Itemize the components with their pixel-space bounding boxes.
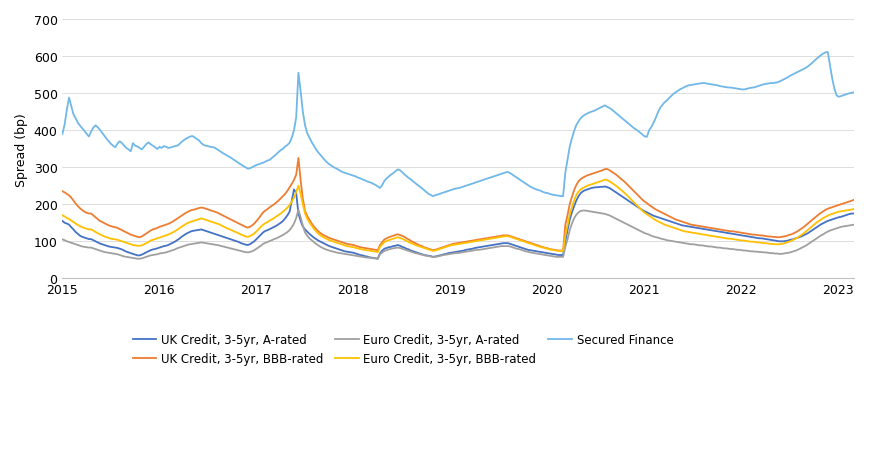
UK Credit, 3-5yr, A-rated xyxy=(373,257,383,262)
Euro Credit, 3-5yr, A-rated xyxy=(57,237,68,243)
Euro Credit, 3-5yr, BBB-rated xyxy=(809,222,820,228)
Euro Credit, 3-5yr, BBB-rated xyxy=(373,250,383,255)
Legend: UK Credit, 3-5yr, A-rated, UK Credit, 3-5yr, BBB-rated, Euro Credit, 3-5yr, A-ra: UK Credit, 3-5yr, A-rated, UK Credit, 3-… xyxy=(128,329,678,370)
Secured Finance xyxy=(320,158,330,163)
UK Credit, 3-5yr, A-rated xyxy=(600,184,611,190)
Euro Credit, 3-5yr, BBB-rated xyxy=(57,213,68,218)
Euro Credit, 3-5yr, A-rated xyxy=(337,251,348,257)
Euro Credit, 3-5yr, BBB-rated xyxy=(333,241,343,246)
Euro Credit, 3-5yr, A-rated xyxy=(132,257,143,262)
UK Credit, 3-5yr, A-rated xyxy=(406,248,416,254)
UK Credit, 3-5yr, BBB-rated xyxy=(294,156,304,162)
UK Credit, 3-5yr, A-rated xyxy=(320,242,330,247)
Secured Finance xyxy=(822,50,833,56)
Secured Finance xyxy=(428,194,438,199)
Euro Credit, 3-5yr, BBB-rated xyxy=(849,207,860,212)
Euro Credit, 3-5yr, A-rated xyxy=(849,222,860,228)
Line: Secured Finance: Secured Finance xyxy=(63,53,854,197)
Line: UK Credit, 3-5yr, A-rated: UK Credit, 3-5yr, A-rated xyxy=(63,187,854,259)
UK Credit, 3-5yr, BBB-rated xyxy=(57,189,68,195)
UK Credit, 3-5yr, BBB-rated xyxy=(809,216,820,221)
Secured Finance xyxy=(403,176,414,181)
Euro Credit, 3-5yr, BBB-rated xyxy=(294,183,304,189)
UK Credit, 3-5yr, BBB-rated xyxy=(553,248,564,254)
Euro Credit, 3-5yr, BBB-rated xyxy=(320,236,330,241)
UK Credit, 3-5yr, BBB-rated xyxy=(335,239,346,245)
Euro Credit, 3-5yr, BBB-rated xyxy=(600,177,611,183)
Euro Credit, 3-5yr, A-rated xyxy=(157,251,167,256)
UK Credit, 3-5yr, A-rated xyxy=(849,211,860,217)
Euro Credit, 3-5yr, BBB-rated xyxy=(406,241,416,246)
Secured Finance xyxy=(294,71,304,76)
Secured Finance xyxy=(333,167,343,173)
Euro Credit, 3-5yr, A-rated xyxy=(324,248,334,254)
Secured Finance xyxy=(849,91,860,96)
UK Credit, 3-5yr, BBB-rated xyxy=(295,178,306,183)
UK Credit, 3-5yr, BBB-rated xyxy=(154,225,165,230)
Line: Euro Credit, 3-5yr, BBB-rated: Euro Credit, 3-5yr, BBB-rated xyxy=(63,180,854,253)
UK Credit, 3-5yr, A-rated xyxy=(809,227,820,232)
Secured Finance xyxy=(57,132,68,137)
UK Credit, 3-5yr, BBB-rated xyxy=(849,197,860,203)
UK Credit, 3-5yr, A-rated xyxy=(154,245,165,251)
Y-axis label: Spread (bp): Spread (bp) xyxy=(15,112,28,186)
Line: Euro Credit, 3-5yr, A-rated: Euro Credit, 3-5yr, A-rated xyxy=(63,210,854,259)
Euro Credit, 3-5yr, A-rated xyxy=(298,223,308,229)
Euro Credit, 3-5yr, A-rated xyxy=(294,207,304,213)
UK Credit, 3-5yr, A-rated xyxy=(294,211,304,217)
UK Credit, 3-5yr, BBB-rated xyxy=(406,239,416,244)
Secured Finance xyxy=(154,145,165,150)
Euro Credit, 3-5yr, A-rated xyxy=(809,238,820,243)
Euro Credit, 3-5yr, BBB-rated xyxy=(154,235,165,241)
Line: UK Credit, 3-5yr, BBB-rated: UK Credit, 3-5yr, BBB-rated xyxy=(63,159,854,251)
UK Credit, 3-5yr, A-rated xyxy=(57,219,68,224)
UK Credit, 3-5yr, A-rated xyxy=(333,247,343,252)
UK Credit, 3-5yr, BBB-rated xyxy=(322,235,333,240)
Euro Credit, 3-5yr, A-rated xyxy=(408,250,418,256)
Secured Finance xyxy=(807,61,818,66)
